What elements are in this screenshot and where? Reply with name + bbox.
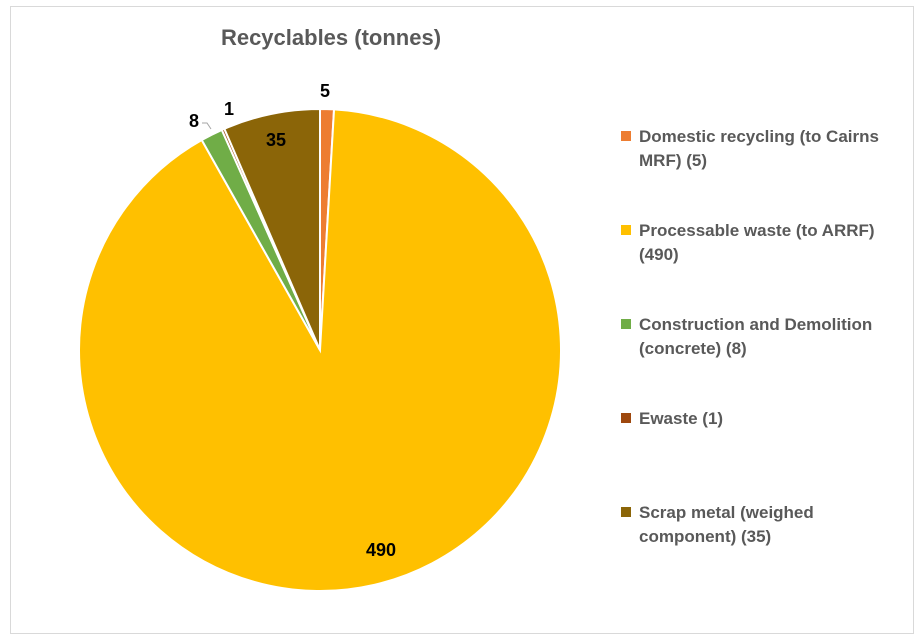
legend-label: Processable waste (to ARRF) (490) xyxy=(639,221,875,264)
legend-item-ewaste: Ewaste (1) xyxy=(621,407,909,431)
legend-item-processable-waste: Processable waste (to ARRF) (490) xyxy=(621,219,909,267)
data-label-construction-and-demolition: 8 xyxy=(189,111,199,131)
legend-swatch xyxy=(621,507,631,517)
legend-swatch xyxy=(621,225,631,235)
data-label-processable-waste: 490 xyxy=(366,540,396,560)
legend-label: Scrap metal (weighed component) (35) xyxy=(639,503,814,546)
pie-slice-scrap-metal xyxy=(223,107,321,351)
legend-item-scrap-metal: Scrap metal (weighed component) (35) xyxy=(621,501,909,549)
legend-swatch xyxy=(621,413,631,423)
legend-swatch xyxy=(621,131,631,141)
pie-chart: 5 490 8 1 35 xyxy=(78,81,562,592)
leader-line xyxy=(202,122,212,130)
data-label-ewaste: 1 xyxy=(224,99,234,119)
legend-label: Construction and Demolition (concrete) (… xyxy=(639,315,873,358)
legend-swatch xyxy=(621,319,631,329)
data-label-domestic-recycling: 5 xyxy=(320,81,330,101)
chart-frame: Recyclables (tonnes) 5 490 8 1 35 Domestic r… xyxy=(10,6,914,634)
legend-item-domestic-recycling: Domestic recycling (to Cairns MRF) (5) xyxy=(621,125,909,173)
legend-label: Ewaste (1) xyxy=(639,409,724,428)
legend-item-construction-and-demolition: Construction and Demolition (concrete) (… xyxy=(621,313,909,361)
legend-label: Domestic recycling (to Cairns MRF) (5) xyxy=(639,127,879,170)
data-label-scrap-metal: 35 xyxy=(266,130,286,150)
chart-title: Recyclables (tonnes) xyxy=(220,25,442,50)
